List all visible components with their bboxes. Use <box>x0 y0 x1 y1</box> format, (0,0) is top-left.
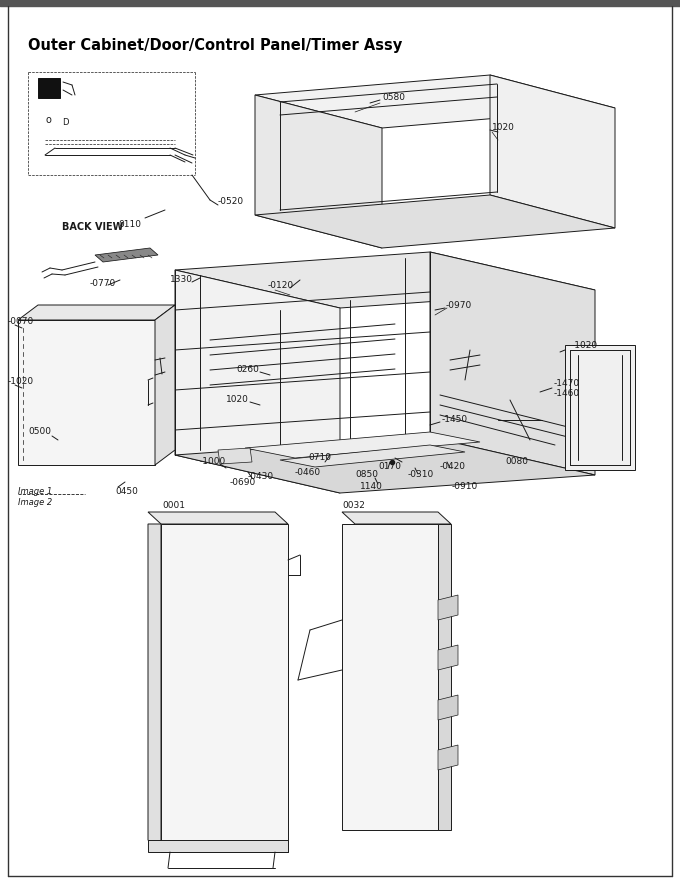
Text: Image 2: Image 2 <box>18 498 52 507</box>
Text: 0580: 0580 <box>382 93 405 102</box>
Text: 1330: 1330 <box>170 275 193 285</box>
Polygon shape <box>255 75 615 128</box>
Text: -0970: -0970 <box>446 302 472 310</box>
Polygon shape <box>155 305 175 465</box>
Text: -0120: -0120 <box>268 280 294 289</box>
Text: -0910: -0910 <box>452 482 478 491</box>
Polygon shape <box>342 524 438 830</box>
Text: 0500: 0500 <box>28 428 51 437</box>
Text: 1020: 1020 <box>492 123 515 132</box>
Polygon shape <box>438 524 451 830</box>
Text: 0170: 0170 <box>378 462 401 471</box>
Polygon shape <box>175 437 595 493</box>
Bar <box>255 720 287 742</box>
Text: -1450: -1450 <box>442 415 468 424</box>
Bar <box>165 820 283 838</box>
Bar <box>255 600 287 622</box>
Polygon shape <box>255 95 382 248</box>
Polygon shape <box>438 595 458 620</box>
Polygon shape <box>438 745 458 770</box>
Bar <box>165 555 283 590</box>
Bar <box>38 78 60 98</box>
Text: D: D <box>62 118 68 127</box>
Bar <box>255 630 287 652</box>
Text: 0110: 0110 <box>118 220 141 229</box>
Polygon shape <box>218 448 252 464</box>
Text: -0520: -0520 <box>218 198 244 206</box>
Bar <box>175 690 207 712</box>
Text: 0850: 0850 <box>355 470 378 479</box>
Bar <box>215 630 247 652</box>
Text: 0080: 0080 <box>505 458 528 467</box>
Text: -0430: -0430 <box>248 472 274 481</box>
Text: -0690: -0690 <box>230 478 256 487</box>
Text: 0710: 0710 <box>308 453 331 462</box>
Polygon shape <box>148 524 161 852</box>
Polygon shape <box>565 345 635 470</box>
Polygon shape <box>438 695 458 720</box>
Text: 0260: 0260 <box>236 365 259 375</box>
Polygon shape <box>438 645 458 670</box>
Text: -0420: -0420 <box>440 462 466 471</box>
Polygon shape <box>430 252 595 475</box>
Text: Image 1: Image 1 <box>18 487 52 496</box>
Text: -0460: -0460 <box>295 468 321 477</box>
Polygon shape <box>18 305 175 320</box>
Bar <box>360 550 425 595</box>
Polygon shape <box>245 432 480 458</box>
Bar <box>175 630 207 652</box>
Text: -1020: -1020 <box>8 377 34 386</box>
Bar <box>215 600 247 622</box>
Bar <box>255 690 287 712</box>
Text: 1140: 1140 <box>360 482 383 491</box>
Bar <box>215 660 247 682</box>
Polygon shape <box>280 445 465 467</box>
Text: -0310: -0310 <box>408 470 435 479</box>
Text: -1020: -1020 <box>572 341 598 350</box>
Polygon shape <box>255 195 615 248</box>
Bar <box>355 545 430 600</box>
Bar <box>215 690 247 712</box>
Text: 1020: 1020 <box>226 395 249 405</box>
Bar <box>175 600 207 622</box>
Polygon shape <box>175 270 340 493</box>
Text: Outer Cabinet/Door/Control Panel/Timer Assy: Outer Cabinet/Door/Control Panel/Timer A… <box>28 38 403 53</box>
Text: 0032: 0032 <box>342 501 365 510</box>
Text: -0070: -0070 <box>8 318 34 326</box>
Text: 0001: 0001 <box>162 501 185 510</box>
Polygon shape <box>18 320 155 465</box>
Polygon shape <box>342 512 451 524</box>
Bar <box>175 720 207 742</box>
Text: -0770: -0770 <box>90 279 116 288</box>
Polygon shape <box>175 252 595 308</box>
Text: -1000: -1000 <box>200 458 226 467</box>
Bar <box>38 342 142 446</box>
Text: BACK VIEW: BACK VIEW <box>62 222 123 232</box>
Bar <box>215 720 247 742</box>
Bar <box>165 532 283 550</box>
Polygon shape <box>148 512 288 524</box>
Polygon shape <box>95 248 158 262</box>
Text: o: o <box>45 115 51 125</box>
Polygon shape <box>161 524 288 852</box>
Text: 0450: 0450 <box>115 487 138 496</box>
Text: -1460: -1460 <box>554 390 580 399</box>
Bar <box>32 335 148 452</box>
Bar <box>255 660 287 682</box>
Text: -1470: -1470 <box>554 379 580 388</box>
Polygon shape <box>148 840 288 852</box>
Polygon shape <box>490 75 615 228</box>
Bar <box>175 660 207 682</box>
Bar <box>355 790 430 815</box>
